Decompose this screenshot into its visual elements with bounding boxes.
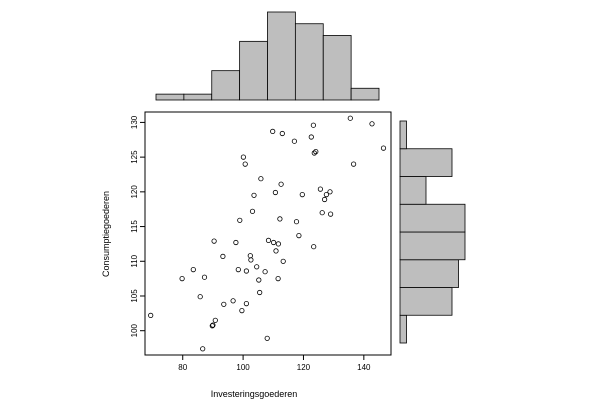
- scatter-point: [239, 307, 245, 314]
- scatter-point: [317, 186, 323, 192]
- x-histogram-bar: [322, 35, 352, 101]
- scatter-point: [280, 258, 286, 264]
- scatter-point: [369, 121, 375, 127]
- scatter-point: [237, 217, 243, 223]
- plot-frame: [144, 111, 392, 356]
- scatter-point: [310, 122, 316, 128]
- scatter-point: [347, 115, 353, 121]
- scatter-point: [211, 238, 217, 244]
- x-marginal-histogram: [155, 11, 380, 101]
- scatter-point: [190, 266, 196, 273]
- y-histogram-bar: [399, 231, 466, 261]
- scatter-point: [270, 128, 276, 134]
- scatter-point: [262, 269, 268, 275]
- scatter-point: [319, 210, 325, 216]
- scatter-point: [299, 192, 305, 198]
- x-histogram-bar: [155, 93, 185, 101]
- scatter-point: [233, 239, 239, 246]
- scatter-point: [251, 192, 257, 198]
- scatter-point: [311, 244, 317, 250]
- scatter-point: [243, 300, 249, 307]
- y-marginal-histogram: [399, 120, 466, 344]
- scatter-point: [350, 161, 357, 167]
- scatter-point: [201, 274, 208, 280]
- y-tick-label: 100: [130, 323, 139, 337]
- scatter-point: [264, 335, 270, 341]
- y-tick-label: 105: [130, 289, 139, 303]
- scatter-point: [311, 150, 317, 156]
- scatter-point: [277, 216, 283, 222]
- scatter-point: [212, 317, 218, 323]
- x-axis-label: Investeringsgoederen: [211, 389, 298, 399]
- scatter-point: [240, 154, 246, 160]
- scatter-point: [209, 323, 215, 329]
- x-histogram-bar: [183, 93, 213, 101]
- scatter-point: [279, 130, 285, 137]
- scatter-point: [380, 145, 387, 151]
- scatter-point: [197, 294, 203, 300]
- scatter-point: [221, 301, 227, 307]
- y-histogram-bar: [399, 314, 407, 344]
- scatter-point: [210, 322, 216, 328]
- x-tick-label: 120: [297, 363, 311, 372]
- x-histogram-bar: [239, 40, 268, 101]
- scatter-point: [308, 134, 314, 140]
- y-histogram-bar: [399, 259, 459, 288]
- scatter-point: [248, 257, 254, 263]
- scatter-point: [258, 176, 264, 182]
- x-tick-label: 140: [357, 363, 371, 372]
- x-histogram-bar: [294, 23, 324, 101]
- scatter-point: [254, 264, 260, 270]
- x-histogram-bar: [211, 70, 241, 101]
- scatter-point: [278, 181, 284, 187]
- x-histogram-bar: [267, 11, 296, 101]
- y-tick-label: 110: [130, 254, 139, 267]
- y-tick-label: 120: [130, 185, 139, 199]
- x-axis: 80 100 120 140: [178, 355, 371, 372]
- scatter-point: [272, 189, 278, 196]
- scatter-point: [230, 298, 236, 304]
- y-tick-label: 125: [130, 150, 139, 164]
- y-axis: 100 105 110 115 120 125 130: [130, 115, 145, 337]
- x-histogram-bar: [350, 87, 380, 101]
- scatter-point: [243, 268, 249, 274]
- scatter-point: [265, 237, 272, 243]
- scatter-point: [293, 219, 300, 225]
- y-histogram-bar: [399, 203, 466, 233]
- scatter-point: [327, 189, 333, 195]
- scatter-point: [148, 312, 154, 318]
- scatter-point: [179, 275, 185, 282]
- y-tick-label: 115: [130, 220, 139, 233]
- scatter-point: [270, 239, 277, 246]
- scatter-point: [327, 211, 334, 217]
- scatter-point: [235, 266, 241, 273]
- scatter-point: [273, 248, 279, 254]
- scatter-point: [249, 208, 256, 214]
- scatter-point: [242, 161, 248, 167]
- y-histogram-bar: [399, 287, 453, 316]
- y-histogram-bar: [399, 148, 453, 177]
- scatter-point: [275, 275, 281, 282]
- scatter-points: [148, 115, 387, 352]
- scatter-point: [247, 253, 253, 259]
- scatter-point: [321, 196, 328, 203]
- scatter-point: [313, 149, 319, 155]
- y-histogram-bar: [399, 176, 427, 205]
- scatter-point: [257, 289, 263, 296]
- x-tick-label: 100: [236, 363, 250, 372]
- scatter-point: [291, 138, 297, 144]
- y-axis-label: Consumptiegoederen: [101, 191, 111, 277]
- scatter-point: [220, 253, 226, 259]
- scatter-point: [200, 346, 206, 352]
- scatter-point: [323, 192, 329, 198]
- x-tick-label: 80: [178, 363, 187, 372]
- scatter-point: [256, 277, 262, 283]
- y-histogram-bar: [399, 120, 407, 150]
- scatter-point: [296, 233, 302, 239]
- scatter-point: [275, 241, 281, 247]
- y-tick-label: 130: [130, 115, 139, 129]
